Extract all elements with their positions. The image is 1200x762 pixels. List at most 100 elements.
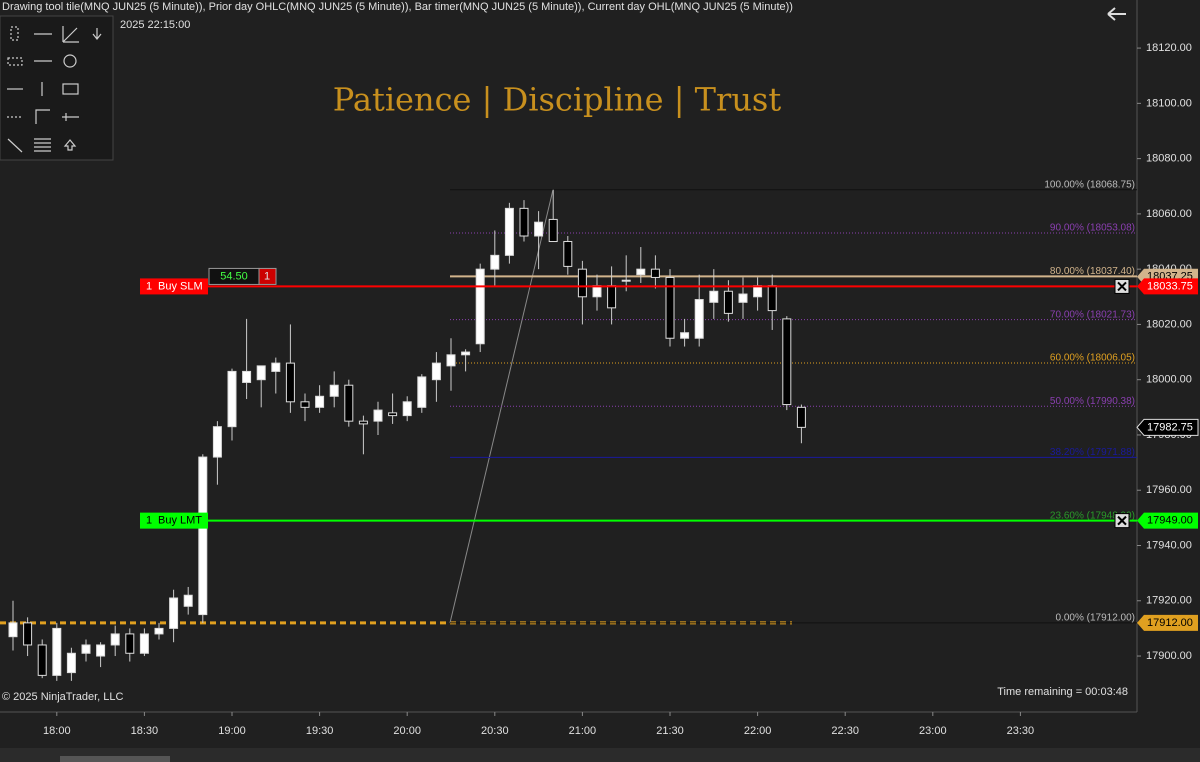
- candle-body: [607, 285, 617, 309]
- tool-arrow[interactable]: [92, 28, 102, 40]
- fib-label: 70.00% (18021.73): [1050, 309, 1135, 320]
- price-tag: [1136, 418, 1199, 436]
- y-tick-label: 18020.00: [1146, 318, 1192, 330]
- position-pnl: 54.50: [220, 270, 248, 282]
- candle-body: [139, 633, 149, 654]
- order-label: Buy LMT: [158, 515, 202, 527]
- order-tag[interactable]: [140, 512, 208, 529]
- candle-body: [665, 276, 675, 339]
- candle-body: [709, 290, 719, 303]
- toolbar-panel: [0, 15, 114, 161]
- y-tick-label: 18000.00: [1146, 374, 1192, 386]
- y-tick-label: 17920.00: [1146, 595, 1192, 607]
- candle-body: [767, 285, 777, 312]
- y-tick-label: 18080.00: [1146, 153, 1192, 165]
- tool-trend[interactable]: [7, 138, 23, 153]
- candle-body: [183, 594, 193, 607]
- price-tag-label: 17982.75: [1147, 421, 1193, 433]
- price-tag: [1137, 512, 1198, 529]
- scroll-thumb[interactable]: [60, 756, 170, 762]
- back-button[interactable]: [1107, 7, 1126, 21]
- y-tick-label: 18100.00: [1146, 97, 1192, 109]
- tool-polyline[interactable]: [35, 109, 50, 124]
- scrollbar[interactable]: [0, 748, 1200, 762]
- order-label: Buy SLM: [158, 280, 203, 292]
- copyright: © 2025 NinjaTrader, LLC: [2, 691, 123, 703]
- candle-body: [329, 384, 339, 397]
- candle-body: [110, 633, 120, 646]
- tool-region[interactable]: [7, 57, 23, 66]
- fib-label: 38.20% (17971.88): [1050, 447, 1135, 458]
- fib-label: 90.00% (18053.08): [1050, 223, 1135, 234]
- candle-body: [534, 221, 544, 237]
- candle-body: [154, 627, 164, 635]
- candle-body: [723, 290, 733, 314]
- candle-body: [52, 627, 62, 676]
- y-tick-label: 18120.00: [1146, 42, 1192, 54]
- y-tick-label: 17900.00: [1146, 650, 1192, 662]
- y-tick-label: 17940.00: [1146, 539, 1192, 551]
- fib-label: 0.00% (17912.00): [1055, 613, 1135, 624]
- banner: Patience | Discipline | Trust: [333, 81, 782, 119]
- x-tick-label: 23:00: [919, 725, 947, 737]
- order-tag[interactable]: [140, 278, 208, 295]
- x-tick-label: 20:30: [481, 725, 509, 737]
- tool-ellipse[interactable]: [63, 54, 77, 68]
- order-qty: 1: [146, 515, 152, 527]
- tool-select[interactable]: [10, 26, 19, 41]
- fib-label: 80.00% (18037.40): [1050, 266, 1135, 277]
- tool-rect[interactable]: [62, 83, 79, 95]
- position-qty: 1: [264, 270, 270, 282]
- bar-timer: Time remaining = 00:03:48: [997, 686, 1128, 698]
- tool-fan[interactable]: [62, 26, 79, 43]
- candle-body: [446, 354, 456, 367]
- candle-body: [358, 420, 368, 425]
- candle-body: [796, 406, 806, 428]
- candle-body: [96, 644, 106, 657]
- tool-ruler[interactable]: [62, 113, 79, 121]
- y-tick-label: 18060.00: [1146, 208, 1192, 220]
- candle-body: [242, 370, 252, 383]
- candle-body: [577, 268, 587, 298]
- candle-body: [519, 207, 529, 237]
- candle-body: [169, 597, 179, 629]
- x-tick-label: 23:30: [1007, 725, 1035, 737]
- drawing-toolbar: [0, 15, 114, 161]
- price-tag-label: 18033.75: [1147, 280, 1193, 292]
- fib-label: 50.00% (17990.38): [1050, 396, 1135, 407]
- y-tick-label: 17960.00: [1146, 484, 1192, 496]
- fib-label: 23.60% (17948.99): [1050, 510, 1135, 521]
- candle-body: [548, 218, 558, 243]
- x-tick-label: 19:00: [218, 725, 246, 737]
- candle-body: [636, 268, 646, 276]
- candle-body: [738, 293, 748, 303]
- cancel-icon: [1117, 281, 1127, 292]
- price-axis: [1137, 0, 1200, 745]
- candle-body: [8, 622, 18, 638]
- x-tick-label: 21:30: [656, 725, 684, 737]
- tool-up[interactable]: [63, 139, 77, 151]
- candle-body: [431, 362, 441, 381]
- x-tick-label: 18:00: [43, 725, 71, 737]
- timestamp: 2025 22:15:00: [120, 19, 190, 31]
- price-tag-label: 17912.00: [1147, 617, 1193, 629]
- indicator-list: Drawing tool tile(MNQ JUN25 (5 Minute)),…: [2, 1, 793, 13]
- x-tick-label: 22:30: [831, 725, 859, 737]
- candle-body: [782, 318, 792, 406]
- x-tick-label: 20:00: [393, 725, 421, 737]
- candle-body: [66, 652, 76, 674]
- candle-body: [81, 644, 91, 654]
- candle-body: [315, 395, 325, 408]
- candle-body: [271, 362, 281, 372]
- candle-body: [198, 456, 208, 616]
- price-tag-label: 17949.00: [1147, 515, 1193, 527]
- candle-body: [475, 268, 485, 345]
- candle-body: [490, 254, 500, 270]
- tool-fib[interactable]: [34, 138, 51, 152]
- candle-body: [373, 409, 383, 422]
- cancel-icon: [1117, 515, 1127, 526]
- candle-body: [417, 376, 427, 408]
